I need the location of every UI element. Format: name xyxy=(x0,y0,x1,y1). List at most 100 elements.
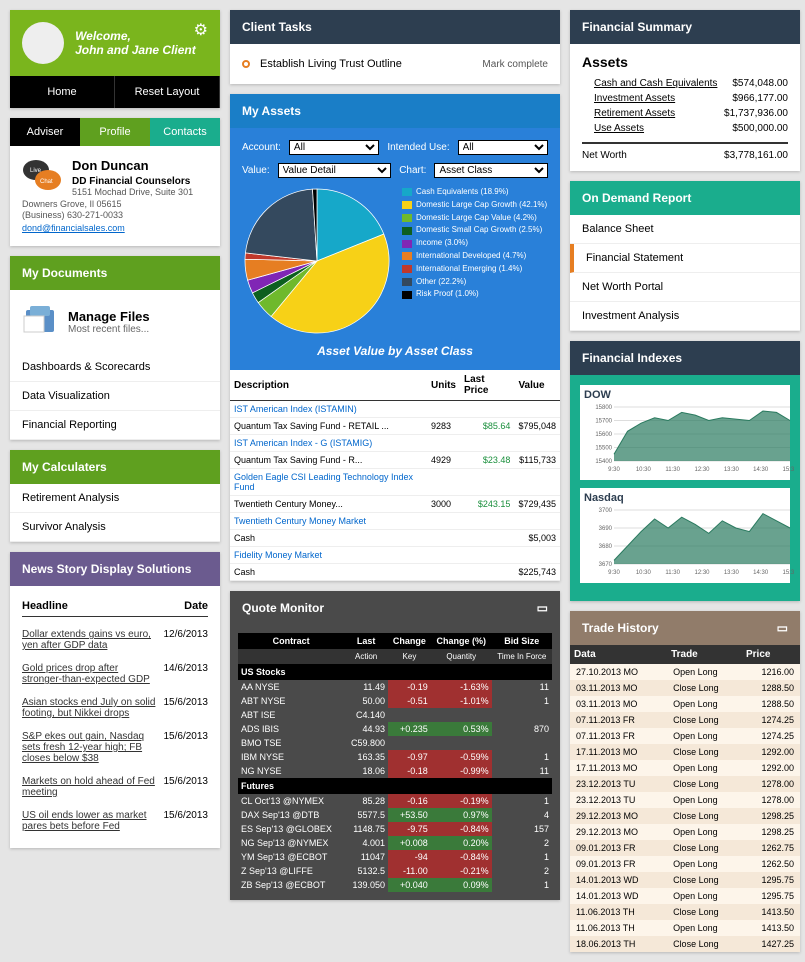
adviser-addr2: Downers Grove, Il 05615 xyxy=(22,199,208,211)
quote-row[interactable]: BMO TSEC59.800 xyxy=(238,736,552,750)
task-label: Establish Living Trust Outline xyxy=(260,58,482,70)
nasdaq-chart: Nasdaq 37003690368036709:3010:3011:3012:… xyxy=(580,488,790,583)
quote-monitor-widget: Quote Monitor▭ ContractLastChangeChange … xyxy=(230,591,560,900)
quote-row[interactable]: IBM NYSE163.35-0.97-0.59%1 xyxy=(238,750,552,764)
asset-row[interactable]: Twentieth Century Money Market xyxy=(230,513,560,530)
svg-text:12:30: 12:30 xyxy=(694,570,710,576)
news-row[interactable]: Markets on hold ahead of Fed meeting15/6… xyxy=(22,770,208,804)
svg-text:14:30: 14:30 xyxy=(753,467,769,473)
dow-chart: DOW 15800157001560015500154009:3010:3011… xyxy=(580,385,790,480)
summary-row[interactable]: Use Assets$500,000.00 xyxy=(582,121,788,136)
news-title: News Story Display Solutions xyxy=(10,552,220,586)
asset-row[interactable]: Quantum Tax Saving Fund - RETAIL ...9283… xyxy=(230,418,560,435)
filter-value-label: Value: xyxy=(242,165,270,176)
report-item[interactable]: Financial Statement xyxy=(570,244,800,273)
svg-text:Live: Live xyxy=(30,168,42,174)
news-row[interactable]: Dollar extends gains vs euro, yen after … xyxy=(22,623,208,657)
filter-intended-label: Intended Use: xyxy=(387,142,449,153)
svg-text:15:30: 15:30 xyxy=(782,467,794,473)
trade-row: 18.06.2013 THClose Long1427.25 xyxy=(570,936,800,952)
manage-files-title[interactable]: Manage Files xyxy=(68,309,150,324)
tab-profile[interactable]: Profile xyxy=(80,118,150,146)
window-icon[interactable]: ▭ xyxy=(777,621,788,635)
trade-history-title: Trade History xyxy=(582,621,659,635)
report-item[interactable]: Balance Sheet xyxy=(570,215,800,244)
asset-row[interactable]: Twentieth Century Money...3000$243.15$72… xyxy=(230,496,560,513)
tab-contacts[interactable]: Contacts xyxy=(150,118,220,146)
summary-row[interactable]: Cash and Cash Equivalents$574,048.00 xyxy=(582,76,788,91)
asset-pie-chart xyxy=(242,186,392,336)
asset-row[interactable]: IST American Index (ISTAMIN) xyxy=(230,401,560,418)
quote-row[interactable]: YM Sep'13 @ECBOT11047-94-0.84%1 xyxy=(238,850,552,864)
summary-row[interactable]: Investment Assets$966,177.00 xyxy=(582,91,788,106)
adviser-email[interactable]: dond@financialsales.com xyxy=(22,223,125,233)
task-action[interactable]: Mark complete xyxy=(482,59,548,70)
document-item[interactable]: Dashboards & Scorecards xyxy=(10,353,220,382)
asset-row[interactable]: IST American Index - G (ISTAMIG) xyxy=(230,435,560,452)
client-tasks-widget: Client Tasks Establish Living Trust Outl… xyxy=(230,10,560,84)
document-item[interactable]: Data Visualization xyxy=(10,382,220,411)
quote-row[interactable]: ADS IBIS44.93+0.2350.53%870 xyxy=(238,722,552,736)
folder-icon xyxy=(22,302,58,341)
nav-home[interactable]: Home xyxy=(10,76,115,108)
svg-text:Chat: Chat xyxy=(40,179,53,185)
document-item[interactable]: Financial Reporting xyxy=(10,411,220,440)
trade-row: 07.11.2013 FROpen Long1274.25 xyxy=(570,728,800,744)
news-row[interactable]: Gold prices drop after stronger-than-exp… xyxy=(22,657,208,691)
asset-row[interactable]: Fidelity Money Market xyxy=(230,547,560,564)
summary-row[interactable]: Retirement Assets$1,737,936.00 xyxy=(582,106,788,121)
report-item[interactable]: Net Worth Portal xyxy=(570,273,800,302)
client-tasks-title: Client Tasks xyxy=(230,10,560,44)
trade-row: 29.12.2013 MOOpen Long1298.25 xyxy=(570,824,800,840)
welcome-greeting: Welcome, xyxy=(75,29,196,43)
quote-row[interactable]: DAX Sep'13 @DTB5577.5+53.500.97%4 xyxy=(238,808,552,822)
chat-icon[interactable]: Live Chat xyxy=(22,158,62,197)
tab-adviser[interactable]: Adviser xyxy=(10,118,80,146)
trade-row: 17.11.2013 MOOpen Long1292.00 xyxy=(570,760,800,776)
asset-row[interactable]: Cash$5,003 xyxy=(230,530,560,547)
news-col-headline: Headline xyxy=(22,600,184,612)
quote-row[interactable]: NG Sep'13 @NYMEX4.001+0.0080.20%2 xyxy=(238,836,552,850)
filter-account-select[interactable]: All xyxy=(289,140,379,155)
networth-label: Net Worth xyxy=(582,150,627,161)
quote-row[interactable]: ES Sep'13 @GLOBEX1148.75-9.75-0.84%157 xyxy=(238,822,552,836)
news-row[interactable]: Asian stocks end July on solid footing, … xyxy=(22,691,208,725)
svg-text:3690: 3690 xyxy=(599,526,613,532)
quote-row[interactable]: NG NYSE18.06-0.18-0.99%11 xyxy=(238,764,552,778)
my-assets-title: My Assets xyxy=(230,94,560,128)
trade-row: 14.01.2013 WDOpen Long1295.75 xyxy=(570,888,800,904)
filter-chart-label: Chart: xyxy=(399,165,426,176)
asset-table: DescriptionUnitsLast PriceValue IST Amer… xyxy=(230,370,560,581)
calculator-item[interactable]: Retirement Analysis xyxy=(10,484,220,513)
gear-icon[interactable]: ⚙ xyxy=(194,20,208,40)
trade-row: 27.10.2013 MOOpen Long1216.00 xyxy=(570,664,800,680)
quote-row[interactable]: CL Oct'13 @NYMEX85.28-0.16-0.19%1 xyxy=(238,794,552,808)
my-calculators-widget: My Calculaters Retirement AnalysisSurviv… xyxy=(10,450,220,542)
quote-row[interactable]: ABT ISEC4.140 xyxy=(238,708,552,722)
quote-row[interactable]: AA NYSE11.49-0.19-1.63%11 xyxy=(238,680,552,694)
filter-account-label: Account: xyxy=(242,142,281,153)
asset-row[interactable]: Cash$225,743 xyxy=(230,564,560,581)
report-item[interactable]: Investment Analysis xyxy=(570,302,800,331)
svg-text:3700: 3700 xyxy=(599,508,613,514)
news-row[interactable]: US oil ends lower as market pares bets b… xyxy=(22,804,208,838)
calculator-item[interactable]: Survivor Analysis xyxy=(10,513,220,542)
window-icon[interactable]: ▭ xyxy=(537,601,548,615)
asset-row[interactable]: Golden Eagle CSI Leading Technology Inde… xyxy=(230,469,560,496)
welcome-card: ⚙ Welcome, John and Jane Client Home Res… xyxy=(10,10,220,108)
quote-row[interactable]: ZB Sep'13 @ECBOT139.050+0.0400.09%1 xyxy=(238,878,552,892)
quote-row[interactable]: ABT NYSE50.00-0.51-1.01%1 xyxy=(238,694,552,708)
my-calculators-title: My Calculaters xyxy=(10,450,220,484)
filter-intended-select[interactable]: All xyxy=(458,140,548,155)
my-assets-widget: My Assets Account: All Intended Use: All… xyxy=(230,94,560,581)
svg-text:10:30: 10:30 xyxy=(636,467,652,473)
quote-row[interactable]: Z Sep'13 @LIFFE5132.5-11.00-0.21%2 xyxy=(238,864,552,878)
filter-value-select[interactable]: Value Detail xyxy=(278,163,392,178)
manage-files-sub: Most recent files... xyxy=(68,324,150,335)
filter-chart-select[interactable]: Asset Class xyxy=(434,163,548,178)
news-widget: News Story Display Solutions Headline Da… xyxy=(10,552,220,848)
news-row[interactable]: S&P ekes out gain, Nasdaq sets fresh 12-… xyxy=(22,725,208,770)
asset-row[interactable]: Quantum Tax Saving Fund - R...4929$23.48… xyxy=(230,452,560,469)
nav-reset[interactable]: Reset Layout xyxy=(115,76,220,108)
trade-row: 11.06.2013 THClose Long1413.50 xyxy=(570,904,800,920)
